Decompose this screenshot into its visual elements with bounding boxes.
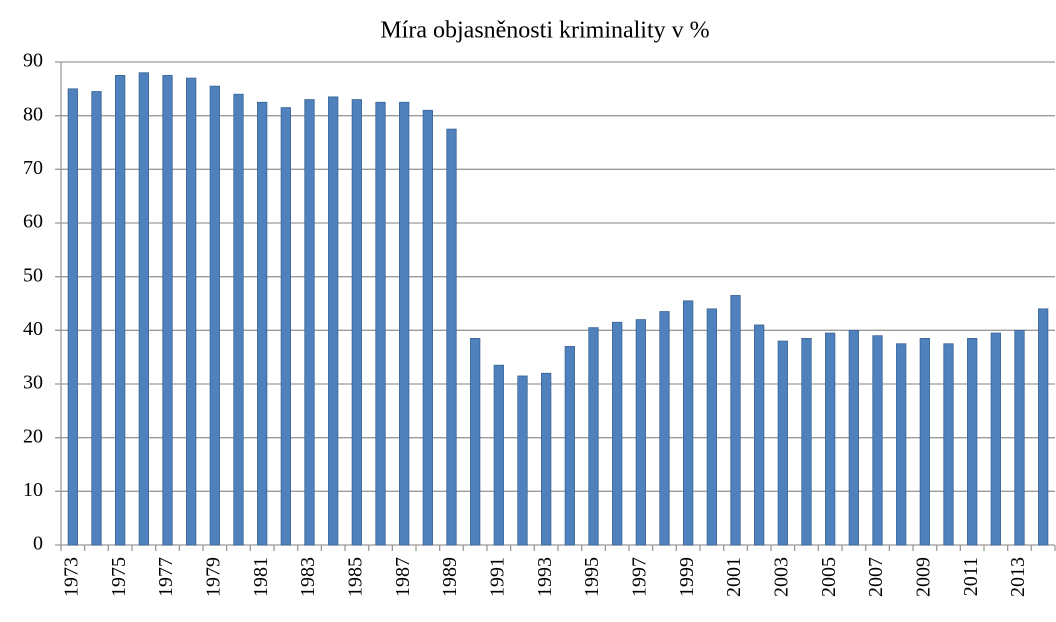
x-tick-label: 2011	[960, 557, 982, 596]
bar	[304, 99, 315, 546]
x-tick-label: 1981	[250, 557, 272, 597]
bar	[943, 343, 954, 546]
x-tick-label: 1993	[534, 557, 556, 597]
x-tick-label: 2005	[818, 557, 840, 597]
bar	[446, 128, 457, 546]
bar	[588, 327, 599, 546]
bar	[91, 91, 102, 546]
x-tick-label: 1997	[628, 557, 650, 597]
y-tick-label: 90	[23, 50, 43, 72]
bar	[257, 101, 268, 546]
x-tick-label: 1989	[439, 557, 461, 597]
y-tick-label: 50	[23, 264, 43, 286]
bar	[399, 101, 410, 546]
bar	[872, 335, 883, 546]
y-tick-label: 30	[23, 372, 43, 394]
bar	[186, 77, 197, 546]
x-tick-label: 1999	[676, 557, 698, 597]
bar	[612, 321, 623, 546]
chart-title: Míra objasněnosti kriminality v %	[380, 18, 709, 44]
bar	[730, 295, 741, 546]
bar	[115, 75, 126, 546]
y-tick-label: 70	[23, 157, 43, 179]
x-tick-label: 1977	[155, 557, 177, 597]
bar	[162, 75, 173, 546]
x-tick-label: 1979	[202, 557, 224, 597]
bar	[493, 364, 504, 546]
bar	[635, 319, 646, 546]
bar	[517, 375, 528, 546]
bar	[328, 96, 339, 546]
bar	[896, 343, 907, 546]
bar	[919, 337, 930, 546]
bar	[470, 337, 481, 546]
bar	[1014, 329, 1025, 546]
x-tick-label: 1973	[60, 557, 82, 597]
x-tick-label: 1985	[344, 557, 366, 597]
bar	[375, 101, 386, 546]
bar	[67, 88, 78, 546]
bar	[422, 109, 433, 546]
x-tick-label: 1975	[108, 557, 130, 597]
bar	[825, 332, 836, 546]
x-tick-label: 1991	[486, 557, 508, 597]
bar	[659, 311, 670, 546]
x-tick-label: 2007	[865, 557, 887, 597]
bar	[351, 99, 362, 546]
y-tick-label: 0	[33, 533, 43, 555]
bar	[209, 85, 220, 546]
bar	[280, 107, 291, 546]
x-tick-label: 1983	[297, 557, 319, 597]
bar	[801, 337, 812, 546]
y-tick-label: 10	[23, 479, 43, 501]
bar	[138, 72, 149, 546]
y-tick-label: 60	[23, 211, 43, 233]
x-tick-label: 2009	[912, 557, 934, 597]
y-tick-label: 40	[23, 318, 43, 340]
y-tick-label: 80	[23, 103, 43, 125]
bar	[754, 324, 765, 546]
bar	[564, 346, 575, 546]
bar	[706, 308, 717, 546]
y-tick-label: 20	[23, 425, 43, 447]
bar	[233, 93, 244, 546]
bar	[848, 329, 859, 546]
bar	[541, 372, 552, 546]
bar	[777, 340, 788, 546]
x-tick-label: 1995	[581, 557, 603, 597]
bar	[683, 300, 694, 546]
bar	[990, 332, 1001, 546]
x-tick-label: 1987	[392, 557, 414, 597]
x-tick-label: 2013	[1007, 557, 1029, 597]
x-tick-label: 2003	[770, 557, 792, 597]
bar	[1038, 308, 1049, 546]
bar	[967, 337, 978, 546]
x-tick-label: 2001	[723, 557, 745, 597]
